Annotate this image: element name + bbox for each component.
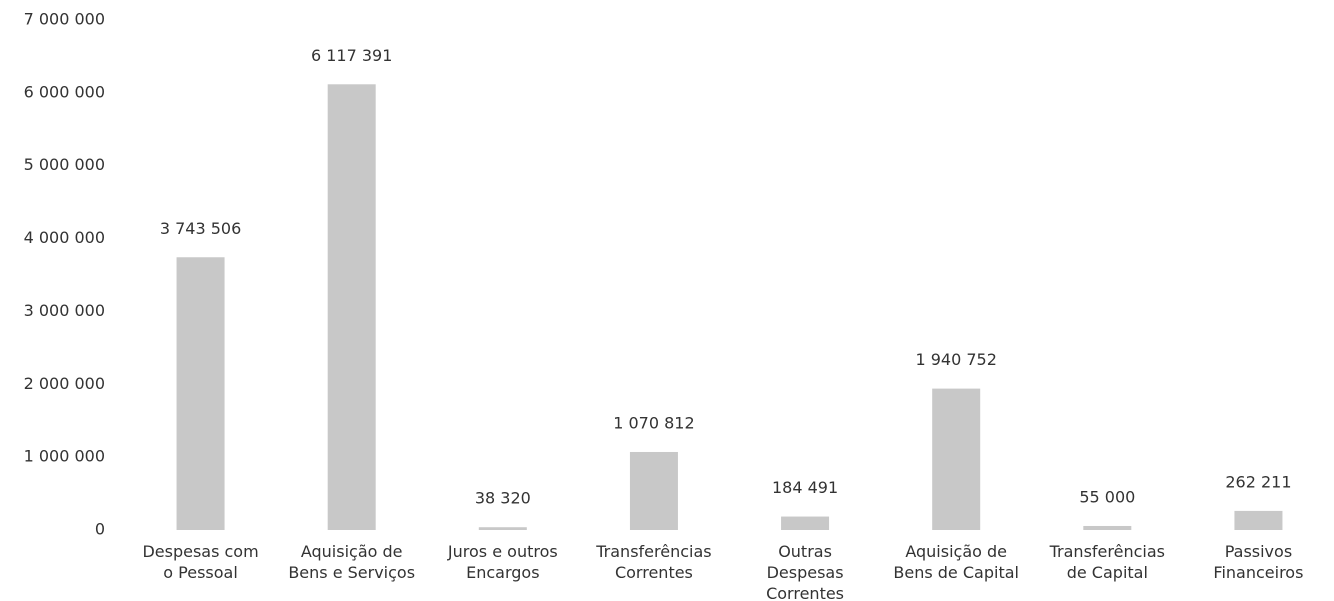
bar — [1234, 510, 1283, 530]
y-tick-label: 4 000 000 — [24, 228, 105, 247]
value-label: 55 000 — [1079, 487, 1135, 506]
value-label: 6 117 391 — [311, 46, 392, 65]
bar — [1083, 525, 1132, 530]
x-tick-label: Aquisição de Bens de Capital — [893, 542, 1019, 582]
value-label: 184 491 — [772, 478, 838, 497]
value-label: 1 070 812 — [613, 413, 694, 432]
bar — [327, 84, 376, 530]
value-label: 38 320 — [475, 489, 531, 508]
y-tick-label: 0 — [95, 520, 105, 539]
x-tick-label: Juros e outros Encargos — [447, 542, 558, 582]
y-tick-label: 6 000 000 — [24, 82, 105, 101]
value-label: 262 211 — [1225, 472, 1291, 491]
x-tick-label: Outras Despesas Correntes — [766, 542, 844, 601]
bar — [932, 388, 981, 530]
x-tick-label: Passivos Financeiros — [1213, 542, 1303, 582]
y-tick-label: 7 000 000 — [24, 10, 105, 29]
bar — [176, 257, 225, 530]
x-tick-label: Aquisição de Bens e Serviços — [288, 542, 415, 582]
x-tick-label: Transferências de Capital — [1049, 542, 1165, 582]
value-label: 1 940 752 — [915, 350, 996, 369]
bar — [781, 516, 830, 530]
value-label: 3 743 506 — [160, 219, 241, 238]
bar — [629, 451, 678, 530]
y-tick-label: 2 000 000 — [24, 374, 105, 393]
y-tick-label: 5 000 000 — [24, 155, 105, 174]
y-tick-label: 3 000 000 — [24, 301, 105, 320]
x-tick-label: Despesas com o Pessoal — [142, 542, 258, 582]
x-tick-label: Transferências Correntes — [595, 542, 711, 582]
bar — [478, 527, 527, 530]
y-tick-label: 1 000 000 — [24, 447, 105, 466]
